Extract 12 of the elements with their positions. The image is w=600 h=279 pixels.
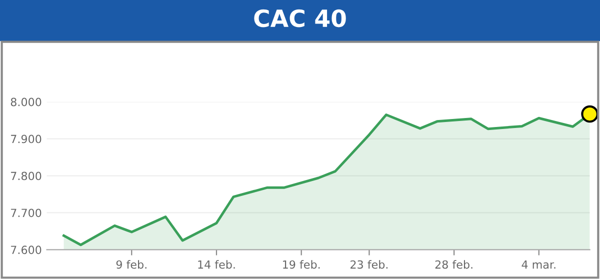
x-tick-label: 23 feb. (350, 260, 388, 269)
x-tick-label: 9 feb. (116, 260, 146, 269)
y-tick-label: 7.900 (11, 134, 42, 144)
chart-title: CAC 40 (254, 9, 346, 28)
x-tick-label: 28 feb. (435, 260, 472, 269)
y-tick-label: 7.700 (11, 208, 42, 218)
y-tick-label: 7.600 (11, 246, 42, 254)
x-tick-label: 4 mar. (522, 260, 556, 269)
x-tick-label: 19 feb. (283, 260, 320, 269)
y-tick-label: 8.000 (10, 98, 42, 106)
y-tick-label: 7.800 (11, 172, 42, 180)
x-tick-label: 14 feb. (198, 260, 235, 269)
